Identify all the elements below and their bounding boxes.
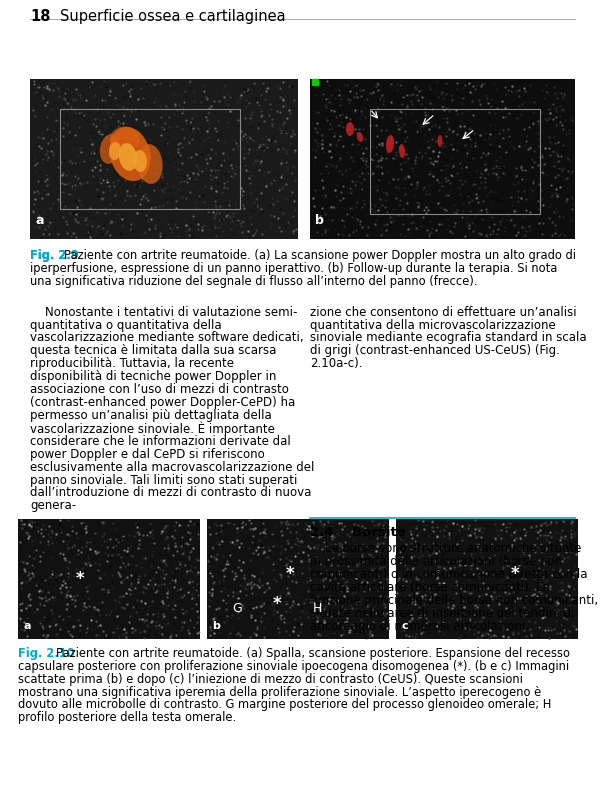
Text: *: * — [511, 565, 519, 583]
Text: *: * — [76, 570, 84, 588]
Text: permesso un’analisi più dettagliata della: permesso un’analisi più dettagliata dell… — [30, 409, 272, 422]
Text: vascolarizzazione mediante software dedicati,: vascolarizzazione mediante software dedi… — [30, 332, 304, 345]
Bar — [370, 109, 540, 214]
Text: *: * — [286, 565, 294, 583]
Text: Le borse sono strutture anatomiche situate: Le borse sono strutture anatomiche situa… — [310, 542, 581, 555]
Ellipse shape — [357, 132, 363, 142]
Text: considerare che le informazioni derivate dal: considerare che le informazioni derivate… — [30, 434, 291, 448]
Text: 2.4    Borsite: 2.4 Borsite — [310, 527, 406, 540]
Text: dovuto alle microbolle di contrasto. G margine posteriore del processo glenoideo: dovuto alle microbolle di contrasto. G m… — [18, 698, 551, 711]
Ellipse shape — [110, 127, 151, 181]
Bar — [310, 79, 575, 239]
Ellipse shape — [137, 144, 163, 184]
Text: Paziente con artrite reumatoide. (a) Spalla, scansione posteriore. Espansione de: Paziente con artrite reumatoide. (a) Spa… — [56, 647, 570, 660]
Bar — [207, 519, 389, 639]
Ellipse shape — [100, 134, 120, 164]
Text: cavità articolare (borse comunicanti). La: cavità articolare (borse comunicanti). L… — [310, 581, 550, 594]
Text: di grigi (contrast-enhanced US-CeUS) (Fig.: di grigi (contrast-enhanced US-CeUS) (Fi… — [310, 345, 560, 358]
Text: esclusivamente alla macrovascolarizzazione del: esclusivamente alla macrovascolarizzazio… — [30, 460, 315, 473]
Ellipse shape — [399, 144, 405, 158]
Text: situate nelle aree di inserzione dei tendini di: situate nelle aree di inserzione dei ten… — [310, 607, 574, 620]
Text: 18: 18 — [30, 9, 50, 24]
Text: associazione con l’uso di mezzi di contrasto: associazione con l’uso di mezzi di contr… — [30, 383, 289, 396]
Ellipse shape — [133, 150, 147, 172]
Ellipse shape — [110, 126, 140, 151]
Text: zione che consentono di effettuare un’analisi: zione che consentono di effettuare un’an… — [310, 306, 577, 319]
Text: sinoviale mediante ecografia standard in scala: sinoviale mediante ecografia standard in… — [310, 332, 587, 345]
Text: Paziente con artrite reumatoide. (a) La scansione power Doppler mostra un alto g: Paziente con artrite reumatoide. (a) La … — [64, 249, 576, 262]
Ellipse shape — [119, 143, 137, 171]
Ellipse shape — [109, 142, 121, 160]
Text: a: a — [35, 214, 44, 227]
Text: una significativa riduzione del segnale di flusso all’interno del panno (frecce): una significativa riduzione del segnale … — [30, 275, 477, 288]
Ellipse shape — [386, 135, 394, 153]
Text: scattate prima (b) e dopo (c) l’iniezione di mezzo di contrasto (CeUS). Queste s: scattate prima (b) e dopo (c) l’iniezion… — [18, 673, 523, 686]
Text: disponibilità di tecniche power Doppler in: disponibilità di tecniche power Doppler … — [30, 371, 276, 383]
Text: quantitativa o quantitativa della: quantitativa o quantitativa della — [30, 319, 221, 332]
Text: genera-: genera- — [30, 499, 76, 512]
Text: ancoraggio di numerosi articolazioni,: ancoraggio di numerosi articolazioni, — [310, 620, 529, 633]
Text: Fig. 2.9: Fig. 2.9 — [30, 249, 79, 262]
Text: a: a — [23, 621, 30, 631]
Text: c: c — [401, 621, 408, 631]
Text: riproducibilità. Tuttavia, la recente: riproducibilità. Tuttavia, la recente — [30, 358, 234, 371]
Text: b: b — [212, 621, 220, 631]
Ellipse shape — [437, 135, 442, 147]
Text: *: * — [273, 595, 281, 613]
Bar — [396, 519, 578, 639]
Text: dall’introduzione di mezzi di contrasto di nuova: dall’introduzione di mezzi di contrasto … — [30, 486, 312, 499]
Text: Nonostante i tentativi di valutazione semi-: Nonostante i tentativi di valutazione se… — [30, 306, 298, 319]
Text: mostrano una significativa iperemia della proliferazione sinoviale. L’aspetto ip: mostrano una significativa iperemia dell… — [18, 685, 541, 699]
Text: b: b — [315, 214, 324, 227]
Text: capsulare posteriore con proliferazione sinoviale ipoecogena disomogenea (*). (b: capsulare posteriore con proliferazione … — [18, 660, 569, 673]
Text: panno sinoviale. Tali limiti sono stati superati: panno sinoviale. Tali limiti sono stati … — [30, 473, 298, 486]
Text: comunicanti) o in comunicazione diretta con la: comunicanti) o in comunicazione diretta … — [310, 568, 587, 581]
Bar — [18, 519, 200, 639]
Text: (contrast-enhanced power Doppler-CePD) ha: (contrast-enhanced power Doppler-CePD) h… — [30, 396, 295, 409]
Text: Fig. 2.10: Fig. 2.10 — [18, 647, 74, 660]
Text: Fig. 2.9: Fig. 2.9 — [30, 249, 79, 262]
Text: G: G — [232, 603, 242, 616]
Text: profilo posteriore della testa omerale.: profilo posteriore della testa omerale. — [18, 711, 236, 724]
Text: iperperfusione, espressione di un panno iperattivo. (b) Follow-up durante la ter: iperperfusione, espressione di un panno … — [30, 262, 557, 275]
Text: Superficie ossea e cartilaginea: Superficie ossea e cartilaginea — [60, 9, 286, 24]
Bar — [60, 109, 240, 209]
Ellipse shape — [346, 122, 354, 136]
Text: questa tecnica è limitata dalla sua scarsa: questa tecnica è limitata dalla sua scar… — [30, 345, 276, 358]
Text: funzione principale delle borse non comunicanti,: funzione principale delle borse non comu… — [310, 594, 598, 607]
Text: vascolarizzazione sinoviale. È importante: vascolarizzazione sinoviale. È important… — [30, 421, 275, 436]
Bar — [30, 79, 298, 239]
Text: quantitativa della microvascolarizzazione: quantitativa della microvascolarizzazion… — [310, 319, 556, 332]
Text: H: H — [312, 603, 322, 616]
Text: 2.10a-c).: 2.10a-c). — [310, 358, 362, 371]
Text: in prossimità delle articolazioni (borse non: in prossimità delle articolazioni (borse… — [310, 555, 562, 568]
Text: power Doppler e dal CePD si riferiscono: power Doppler e dal CePD si riferiscono — [30, 447, 265, 460]
